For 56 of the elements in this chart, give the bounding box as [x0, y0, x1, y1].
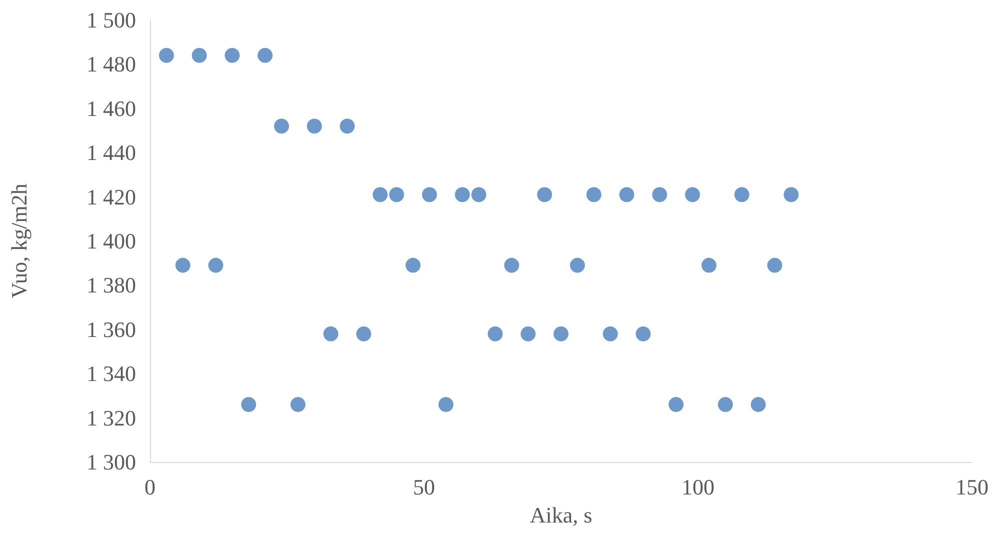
point	[258, 48, 273, 63]
point	[422, 187, 437, 202]
point	[192, 48, 207, 63]
y-tick-label: 1 340	[86, 361, 136, 386]
y-tick-label: 1 300	[86, 450, 136, 474]
point	[668, 397, 684, 412]
y-tick-label: 1 460	[86, 96, 136, 121]
point	[520, 326, 536, 342]
point	[175, 258, 190, 273]
point	[734, 187, 750, 202]
point	[241, 397, 256, 412]
point	[685, 187, 700, 202]
point	[767, 258, 782, 273]
point	[554, 326, 568, 342]
point	[602, 326, 618, 342]
point	[406, 258, 421, 273]
point	[586, 187, 602, 202]
y-tick-label: 1 380	[86, 272, 136, 298]
y-tick-label: 1 320	[86, 405, 136, 430]
y-tick-label: 1 360	[86, 316, 136, 342]
point	[504, 258, 520, 273]
point	[488, 326, 503, 342]
point	[208, 258, 224, 273]
point	[290, 397, 306, 412]
point	[389, 187, 404, 202]
y-axis-title: Vuo, kg/m2h	[6, 184, 32, 298]
point	[438, 397, 454, 412]
x-axis-title: Aika, s	[530, 502, 592, 528]
point	[323, 326, 338, 342]
point	[784, 187, 799, 202]
y-tick-label: 1 400	[86, 228, 136, 254]
point	[372, 187, 388, 202]
x-tick-label: 100	[682, 474, 714, 500]
point	[274, 118, 290, 134]
x-tick-label: 0	[144, 474, 156, 500]
point	[570, 258, 585, 273]
point	[356, 326, 372, 342]
y-tick-label: 1 480	[86, 52, 136, 77]
point	[750, 397, 766, 412]
point	[471, 187, 486, 202]
point	[158, 48, 174, 63]
point	[619, 187, 634, 202]
point	[718, 397, 733, 412]
point	[340, 118, 355, 134]
point	[652, 187, 668, 202]
x-tick-label: 50	[413, 474, 435, 500]
y-tick-label: 1 500	[86, 8, 136, 32]
y-tick-label: 1 420	[86, 184, 136, 210]
point	[454, 187, 470, 202]
x-tick-label: 150	[956, 474, 988, 500]
y-tick-label: 1 440	[86, 140, 136, 166]
point	[537, 187, 552, 202]
point	[636, 326, 651, 342]
point	[306, 118, 322, 134]
point	[701, 258, 716, 273]
point	[224, 48, 240, 63]
